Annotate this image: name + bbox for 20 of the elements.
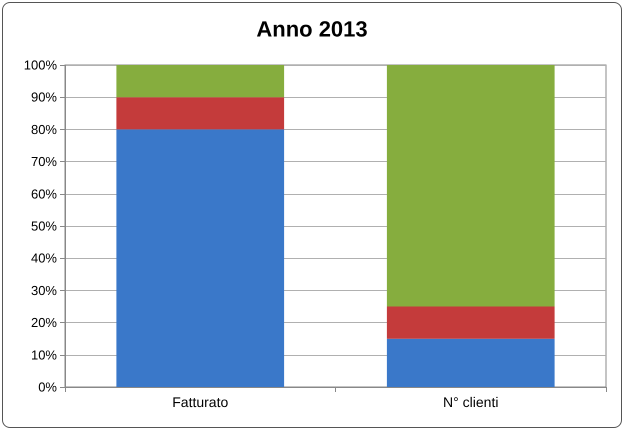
- bar: [116, 129, 284, 387]
- bar: [386, 338, 555, 387]
- bar: [116, 65, 284, 98]
- bar: [386, 306, 555, 339]
- y-tick-label: 80%: [30, 122, 58, 137]
- y-tick-label: 70%: [30, 154, 58, 170]
- bar: [116, 97, 284, 130]
- y-tick-label: 0%: [38, 380, 58, 394]
- y-tick-label: 20%: [30, 315, 58, 330]
- y-tick-label: 90%: [30, 90, 58, 105]
- bar: [386, 65, 555, 306]
- x-tick-label: Fatturato: [172, 394, 228, 410]
- y-tick-label: 100%: [24, 58, 58, 72]
- y-tick-label: 60%: [30, 186, 58, 202]
- x-tick-label: N° clienti: [443, 394, 498, 410]
- chart-title: Anno 2013: [256, 16, 368, 42]
- y-tick-label: 10%: [30, 347, 58, 362]
- y-tick-label: 30%: [30, 282, 58, 298]
- y-tick-label: 50%: [30, 218, 58, 234]
- y-tick-label: 40%: [30, 250, 58, 266]
